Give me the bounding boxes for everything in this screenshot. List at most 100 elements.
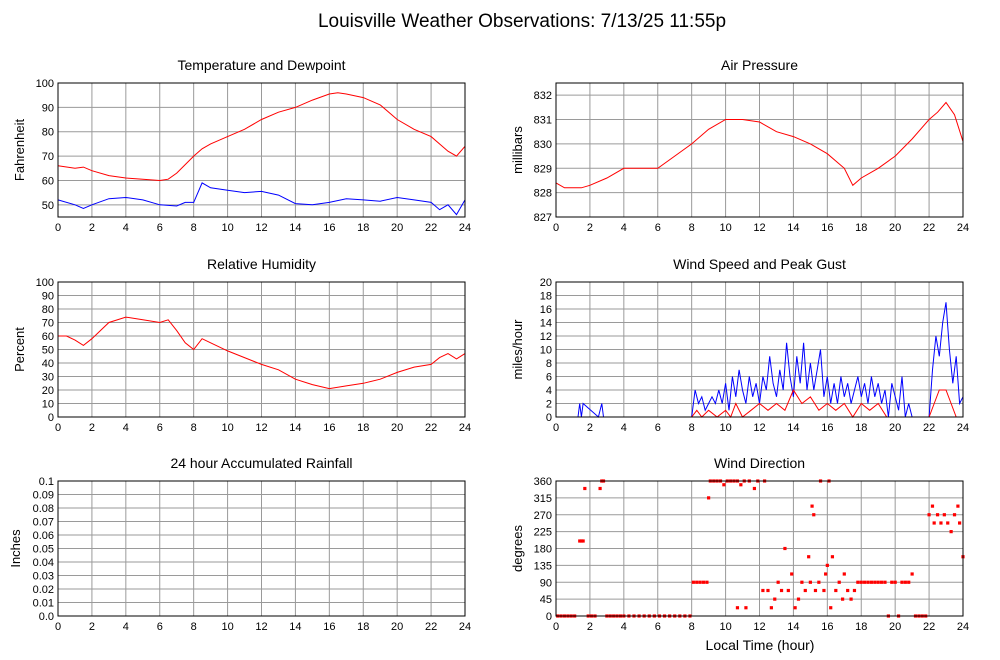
- x-tick-label: 0: [55, 222, 61, 234]
- y-tick-label: 90: [42, 291, 54, 303]
- x-tick-label: 4: [123, 422, 129, 434]
- plot-frame: [555, 281, 964, 418]
- x-tick-label: 18: [855, 621, 867, 633]
- y-tick-label: 0: [48, 412, 54, 424]
- direction-point: [707, 496, 711, 500]
- direction-point: [876, 580, 880, 584]
- y-tick-label: 0.06: [33, 530, 54, 542]
- direction-point: [739, 483, 743, 487]
- y-tick-label: 90: [42, 102, 54, 114]
- y-tick-label: 100: [36, 277, 54, 289]
- direction-point: [903, 580, 907, 584]
- x-tick-label: 2: [89, 621, 95, 633]
- x-tick-label: 10: [221, 422, 233, 434]
- x-tick-label: 10: [719, 222, 731, 234]
- y-tick-label: 831: [534, 115, 552, 127]
- x-tick-label: 24: [459, 422, 471, 434]
- x-tick-label: 18: [855, 422, 867, 434]
- x-tick-label: 0: [553, 222, 559, 234]
- y-tick-label: 70: [42, 151, 54, 163]
- x-tick-label: 6: [157, 222, 163, 234]
- direction-point: [822, 588, 826, 593]
- x-tick-label: 20: [391, 422, 403, 434]
- x-tick-label: 8: [689, 222, 695, 234]
- direction-point: [695, 580, 699, 584]
- x-tick-label: 22: [425, 422, 437, 434]
- x-tick-label: 8: [191, 222, 197, 234]
- direction-point: [598, 486, 602, 491]
- page-title: Louisville Weather Observations: 7/13/25…: [318, 11, 726, 32]
- y-tick-label: 16: [540, 304, 552, 316]
- y-tick-label: 0.02: [33, 584, 54, 596]
- series-line-1: [58, 316, 466, 390]
- direction-point: [786, 588, 790, 593]
- y-tick-label: 20: [42, 385, 54, 397]
- x-tick-label: 22: [923, 422, 935, 434]
- y-tick-label: 4: [546, 385, 552, 397]
- y-axis-label: Inches: [8, 529, 23, 568]
- x-tick-label: 22: [923, 222, 935, 234]
- direction-point: [691, 580, 695, 584]
- x-tick-label: 20: [391, 222, 403, 234]
- y-tick-label: 14: [540, 318, 552, 330]
- direction-point: [935, 513, 940, 517]
- y-tick-label: 0: [546, 611, 552, 623]
- direction-point: [939, 521, 943, 525]
- direction-point: [893, 580, 897, 584]
- direction-point: [856, 580, 860, 584]
- chart-title: 24 hour Accumulated Rainfall: [170, 455, 352, 471]
- direction-point: [761, 588, 765, 593]
- x-tick-label: 18: [855, 222, 867, 234]
- x-tick-label: 0: [553, 422, 559, 434]
- y-tick-label: 315: [534, 493, 552, 505]
- x-tick-label: 2: [89, 422, 95, 434]
- x-tick-label: 4: [621, 422, 627, 434]
- direction-point: [817, 580, 821, 584]
- x-tick-label: 14: [289, 222, 301, 234]
- y-tick-label: 225: [534, 527, 552, 539]
- y-tick-label: 80: [42, 127, 54, 139]
- direction-point: [927, 513, 931, 517]
- x-tick-label: 4: [123, 621, 129, 633]
- x-tick-label: 24: [957, 621, 969, 633]
- series-line-2: [556, 388, 963, 419]
- direction-point: [824, 572, 828, 576]
- direction-point: [578, 539, 582, 543]
- y-tick-label: 0.05: [33, 544, 54, 556]
- direction-point: [810, 504, 814, 508]
- direction-point: [579, 539, 584, 543]
- y-tick-label: 90: [540, 577, 552, 589]
- chart-title: Wind Direction: [714, 455, 805, 471]
- x-tick-label: 12: [753, 422, 765, 434]
- x-tick-label: 12: [255, 422, 267, 434]
- direction-point: [956, 504, 960, 508]
- y-axis-label: degrees: [510, 525, 525, 572]
- x-tick-label: 6: [157, 621, 163, 633]
- x-tick-label: 16: [821, 621, 833, 633]
- y-axis-label: miles/hour: [510, 319, 525, 380]
- direction-point: [830, 555, 835, 559]
- x-tick-label: 2: [587, 222, 593, 234]
- series-line-2: [57, 182, 466, 216]
- x-tick-label: 4: [621, 621, 627, 633]
- chart-title: Temperature and Dewpoint: [177, 57, 345, 73]
- direction-point: [776, 580, 780, 584]
- x-tick-label: 20: [391, 621, 403, 633]
- y-tick-label: 10: [540, 345, 552, 357]
- direction-point: [946, 521, 950, 525]
- direction-point: [779, 588, 784, 593]
- y-tick-label: 50: [42, 200, 54, 212]
- direction-point: [859, 580, 863, 584]
- direction-point: [907, 580, 911, 584]
- direction-point: [834, 588, 838, 593]
- x-tick-label: 12: [255, 621, 267, 633]
- y-tick-label: 30: [42, 372, 54, 384]
- direction-point: [910, 572, 914, 576]
- y-tick-label: 0.1: [39, 476, 54, 488]
